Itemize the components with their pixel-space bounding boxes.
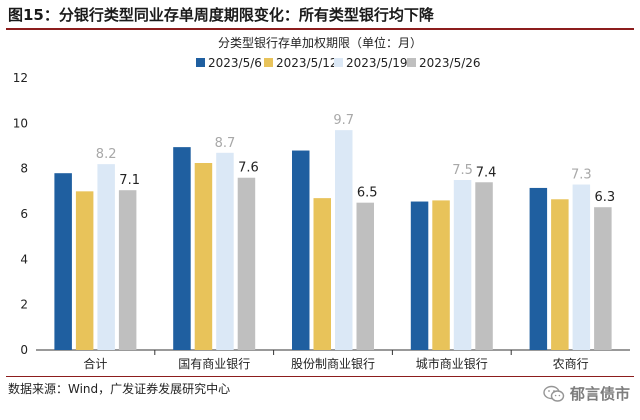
legend-swatch-0 bbox=[196, 58, 205, 67]
legend-swatch-3 bbox=[407, 58, 416, 67]
data-label-1: 7.1 bbox=[119, 173, 140, 188]
bar-3-3 bbox=[475, 182, 493, 350]
legend-swatch-2 bbox=[334, 58, 343, 67]
bar-0-2 bbox=[97, 164, 115, 350]
y-tick-label-3: 6 bbox=[20, 207, 28, 221]
data-label-6: 7.5 bbox=[452, 163, 473, 178]
y-tick-label-5: 10 bbox=[13, 116, 28, 130]
y-tick-label-6: 12 bbox=[13, 71, 28, 85]
title-divider bbox=[6, 28, 634, 30]
x-category-label-1: 国有商业银行 bbox=[178, 356, 250, 371]
data-label-8: 7.3 bbox=[571, 168, 592, 183]
bar-2-2 bbox=[335, 130, 353, 350]
x-category-label-4: 农商行 bbox=[553, 356, 589, 371]
legend-label-1: 2023/5/12 bbox=[276, 56, 338, 70]
data-label-7: 7.4 bbox=[476, 165, 497, 180]
x-category-label-0: 合计 bbox=[83, 356, 107, 371]
bar-4-3 bbox=[594, 207, 612, 350]
data-label-5: 6.5 bbox=[357, 186, 378, 201]
watermark: 郁言债市 bbox=[543, 383, 630, 404]
wechat-icon bbox=[543, 385, 565, 402]
source-note: 数据来源：Wind，广发证券发展研究中心 bbox=[8, 382, 231, 396]
data-label-3: 7.6 bbox=[238, 161, 259, 176]
data-label-0: 8.2 bbox=[96, 147, 117, 162]
bar-chart: 2023/5/6 2023/5/12 2023/5/19 2023/5/26 0 2 4 6 8… bbox=[13, 56, 630, 371]
bar-2-0 bbox=[292, 150, 310, 350]
legend-swatch-1 bbox=[264, 58, 273, 67]
chart-title: 分类型银行存单加权期限（单位：月） bbox=[217, 36, 422, 50]
legend-label-2: 2023/5/19 bbox=[346, 56, 408, 70]
bar-0-1 bbox=[75, 191, 94, 350]
legend-label-3: 2023/5/26 bbox=[419, 56, 481, 70]
legend-label-0: 2023/5/6 bbox=[208, 56, 262, 70]
y-tick-label-0: 0 bbox=[20, 343, 28, 357]
bar-3-1 bbox=[432, 200, 450, 350]
bar-2-3 bbox=[356, 202, 374, 350]
data-label-9: 6.3 bbox=[595, 190, 616, 205]
y-tick-label-1: 2 bbox=[20, 298, 28, 312]
y-tick-label-4: 8 bbox=[20, 162, 28, 176]
figure-title: 图15：分银行类型同业存单周度期限变化：所有类型银行均下降 bbox=[8, 6, 434, 24]
x-category-label-3: 城市商业银行 bbox=[416, 356, 488, 371]
data-label-2: 8.7 bbox=[215, 136, 236, 151]
x-category-label-2: 股份制商业银行 bbox=[291, 356, 375, 371]
bar-0-0 bbox=[54, 173, 72, 350]
watermark-text: 郁言债市 bbox=[569, 385, 630, 403]
bar-4-1 bbox=[551, 199, 569, 350]
bar-1-2 bbox=[216, 152, 234, 350]
y-tick-label-2: 4 bbox=[20, 252, 28, 266]
bar-0-3 bbox=[118, 190, 137, 350]
bar-3-0 bbox=[410, 201, 429, 350]
bar-2-1 bbox=[313, 198, 331, 350]
bar-1-1 bbox=[194, 163, 213, 350]
bar-4-2 bbox=[572, 184, 591, 350]
bar-1-3 bbox=[237, 177, 256, 350]
bar-1-0 bbox=[173, 147, 191, 350]
data-label-4: 9.7 bbox=[333, 113, 354, 128]
footer-divider bbox=[6, 376, 634, 377]
bar-4-0 bbox=[529, 187, 548, 350]
bar-3-2 bbox=[453, 180, 472, 350]
